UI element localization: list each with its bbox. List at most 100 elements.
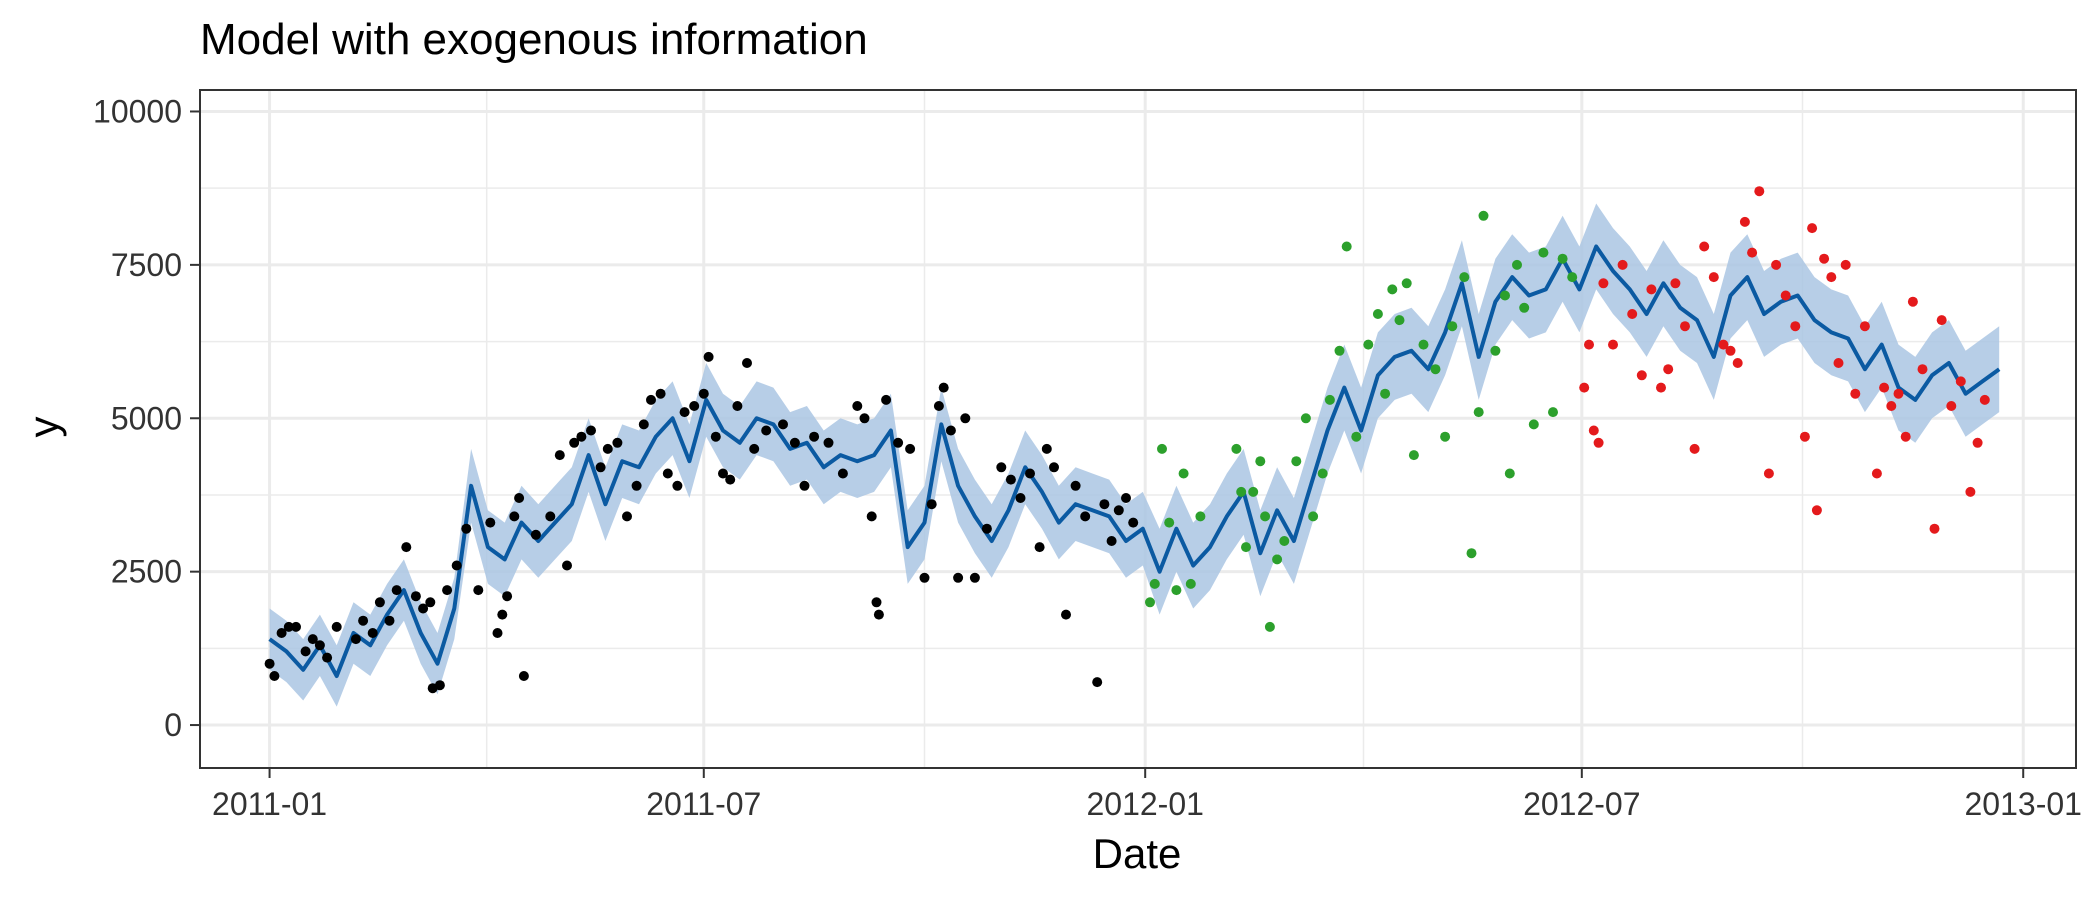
point-mid bbox=[1387, 284, 1398, 295]
point-train bbox=[710, 431, 721, 442]
point-test bbox=[1680, 321, 1690, 332]
y-tick-label: 0 bbox=[164, 707, 182, 743]
point-train bbox=[1070, 480, 1081, 491]
point-mid bbox=[1459, 272, 1470, 283]
point-mid bbox=[1145, 597, 1155, 608]
point-mid bbox=[1334, 345, 1345, 356]
point-train bbox=[595, 462, 606, 473]
point-mid bbox=[1538, 247, 1549, 258]
point-train bbox=[502, 591, 513, 602]
point-train bbox=[1015, 493, 1026, 503]
point-test bbox=[1771, 259, 1782, 270]
point-train bbox=[1113, 505, 1124, 516]
point-train bbox=[314, 640, 325, 651]
point-mid bbox=[1178, 468, 1189, 479]
grid-major bbox=[200, 90, 2076, 768]
point-train bbox=[809, 431, 820, 442]
point-train bbox=[873, 609, 884, 620]
point-train bbox=[276, 628, 287, 638]
point-train bbox=[698, 388, 709, 399]
point-test bbox=[1811, 505, 1822, 516]
point-train bbox=[638, 419, 649, 430]
point-test bbox=[1946, 401, 1957, 411]
point-test bbox=[1879, 382, 1890, 393]
point-test bbox=[1850, 388, 1861, 399]
point-mid bbox=[1231, 443, 1242, 454]
point-test bbox=[1708, 272, 1719, 283]
point-train bbox=[1092, 677, 1103, 688]
point-test bbox=[1859, 321, 1870, 332]
point-mid bbox=[1324, 394, 1335, 405]
point-train bbox=[514, 493, 525, 503]
point-train bbox=[852, 401, 863, 411]
point-mid bbox=[1548, 407, 1558, 418]
point-mid bbox=[1478, 210, 1489, 221]
point-test bbox=[1732, 358, 1743, 368]
y-axis: 0 2500 5000 7500 10000 bbox=[93, 93, 200, 743]
point-test bbox=[1799, 431, 1810, 442]
point-train bbox=[1121, 493, 1131, 503]
grid-minor bbox=[200, 90, 2076, 768]
point-test bbox=[1608, 339, 1618, 350]
x-axis: 2011-01 2011-07 2012-01 2012-07 2013-01 bbox=[212, 768, 2082, 822]
point-train bbox=[761, 425, 772, 436]
point-train bbox=[350, 634, 361, 645]
point-train bbox=[576, 431, 587, 442]
point-test bbox=[1699, 241, 1710, 252]
point-test bbox=[1871, 468, 1882, 479]
point-test bbox=[1747, 247, 1758, 258]
point-train bbox=[837, 468, 848, 479]
point-mid bbox=[1490, 345, 1501, 356]
point-mid bbox=[1504, 468, 1515, 479]
point-train bbox=[518, 671, 529, 681]
point-test bbox=[1907, 296, 1918, 307]
point-train bbox=[307, 634, 318, 645]
point-train bbox=[996, 462, 1007, 473]
point-train bbox=[933, 401, 944, 411]
point-test bbox=[1646, 284, 1657, 295]
point-train bbox=[1080, 511, 1091, 522]
point-test bbox=[1663, 364, 1674, 375]
point-train bbox=[434, 680, 445, 691]
point-test bbox=[1965, 486, 1976, 497]
point-mid bbox=[1466, 548, 1477, 559]
point-mid bbox=[1430, 364, 1441, 375]
point-test bbox=[1819, 253, 1830, 264]
point-test bbox=[1955, 376, 1966, 387]
point-mid bbox=[1255, 456, 1266, 467]
point-mid bbox=[1408, 450, 1419, 461]
point-train bbox=[367, 628, 378, 638]
point-test bbox=[1598, 278, 1609, 289]
point-mid bbox=[1401, 278, 1412, 289]
point-train bbox=[655, 388, 666, 399]
point-test bbox=[1718, 339, 1729, 350]
point-test bbox=[1593, 437, 1604, 448]
point-train bbox=[384, 615, 395, 626]
point-test bbox=[1807, 223, 1818, 234]
point-test bbox=[1617, 259, 1628, 270]
point-train bbox=[451, 560, 462, 571]
point-train bbox=[1049, 462, 1059, 473]
point-test bbox=[1929, 523, 1940, 534]
point-test bbox=[1790, 321, 1801, 332]
point-test bbox=[1739, 216, 1750, 227]
point-train bbox=[893, 437, 904, 448]
point-train bbox=[485, 517, 496, 528]
prediction-interval-band bbox=[269, 203, 2000, 707]
x-tick-label: 2013-01 bbox=[1965, 786, 2082, 822]
y-tick-label: 5000 bbox=[111, 400, 182, 436]
point-test bbox=[1972, 437, 1983, 448]
point-train bbox=[425, 597, 436, 608]
point-mid bbox=[1300, 413, 1311, 424]
point-test bbox=[1936, 315, 1947, 326]
point-mid bbox=[1279, 536, 1290, 546]
point-train bbox=[919, 572, 930, 583]
point-train bbox=[778, 419, 788, 430]
point-train bbox=[866, 511, 877, 522]
y-tick-label: 10000 bbox=[93, 93, 182, 129]
point-test bbox=[1893, 388, 1904, 399]
point-train bbox=[631, 480, 642, 491]
point-train bbox=[859, 413, 870, 424]
point-train bbox=[410, 591, 421, 602]
point-mid bbox=[1372, 309, 1383, 319]
